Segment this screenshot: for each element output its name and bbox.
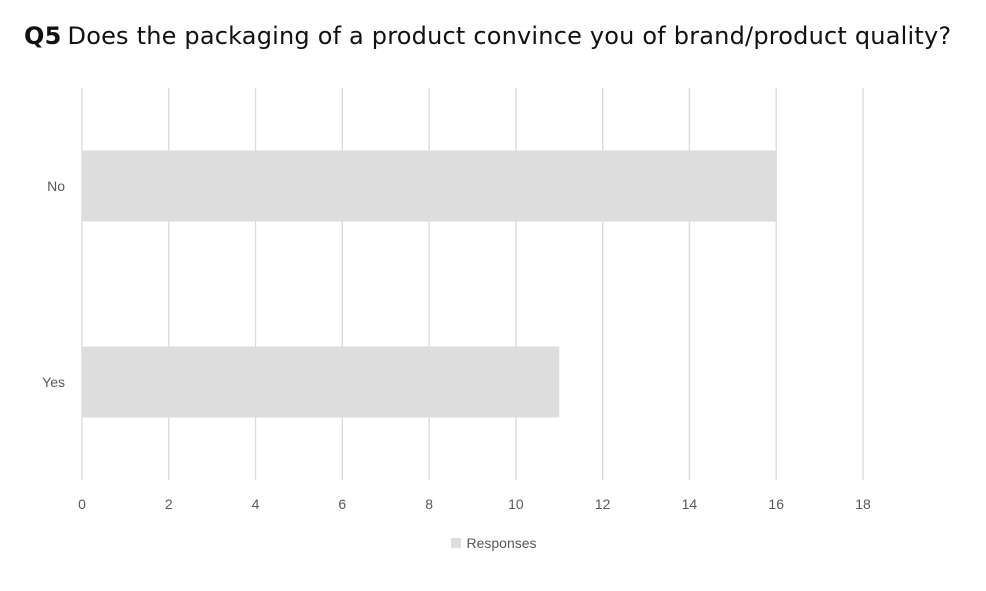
question-number: Q5 bbox=[24, 22, 62, 50]
x-tick-label: 2 bbox=[165, 496, 173, 512]
bars bbox=[82, 150, 777, 418]
question-text: Does the packaging of a product convince… bbox=[67, 22, 952, 50]
category-labels: No Yes bbox=[42, 178, 65, 390]
legend-label: Responses bbox=[466, 535, 537, 551]
category-label-yes: Yes bbox=[42, 374, 65, 390]
bar-no bbox=[82, 150, 777, 222]
x-tick-labels: 0 2 4 6 8 10 12 14 16 18 bbox=[78, 496, 871, 512]
legend: Responses bbox=[0, 535, 986, 551]
legend-swatch bbox=[451, 538, 462, 548]
x-tick-label: 0 bbox=[78, 496, 86, 512]
chart-title: Q5 Does the packaging of a product convin… bbox=[24, 22, 951, 50]
category-label-no: No bbox=[47, 178, 65, 194]
x-tick-label: 10 bbox=[508, 496, 524, 512]
bar-yes bbox=[82, 346, 560, 418]
x-tick-label: 16 bbox=[768, 496, 784, 512]
x-tick-label: 8 bbox=[425, 496, 433, 512]
x-tick-label: 12 bbox=[595, 496, 611, 512]
x-tick-label: 18 bbox=[855, 496, 871, 512]
gridlines bbox=[81, 88, 864, 480]
x-tick-label: 14 bbox=[682, 496, 698, 512]
x-tick-label: 4 bbox=[252, 496, 260, 512]
x-tick-label: 6 bbox=[338, 496, 346, 512]
